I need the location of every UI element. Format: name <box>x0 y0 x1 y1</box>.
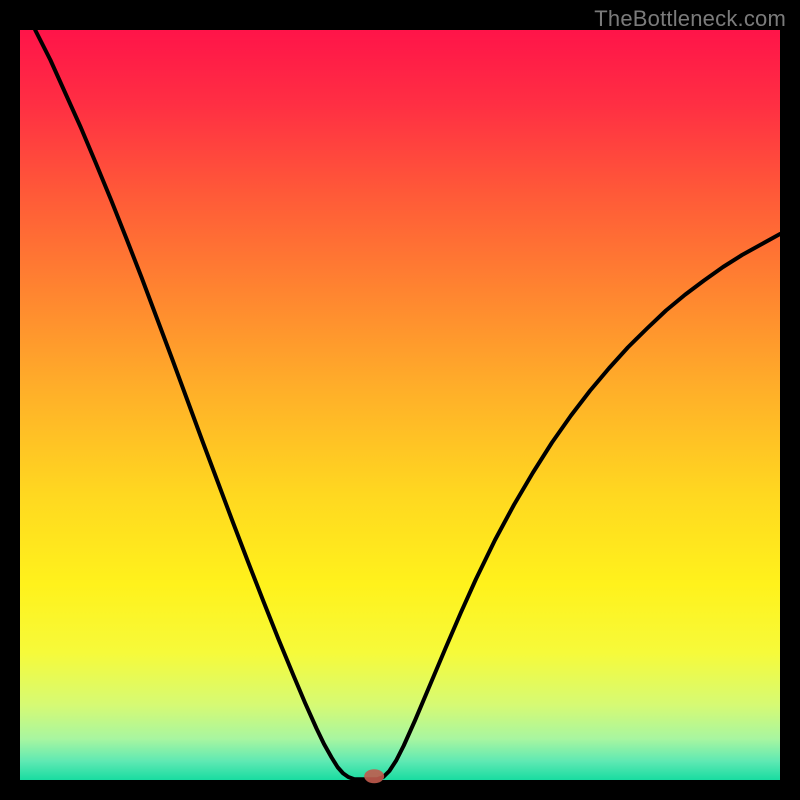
plot-background <box>20 30 780 780</box>
chart-svg <box>0 0 800 800</box>
bottleneck-chart <box>0 0 800 800</box>
optimum-marker <box>364 769 384 783</box>
watermark-text: TheBottleneck.com <box>594 6 786 32</box>
